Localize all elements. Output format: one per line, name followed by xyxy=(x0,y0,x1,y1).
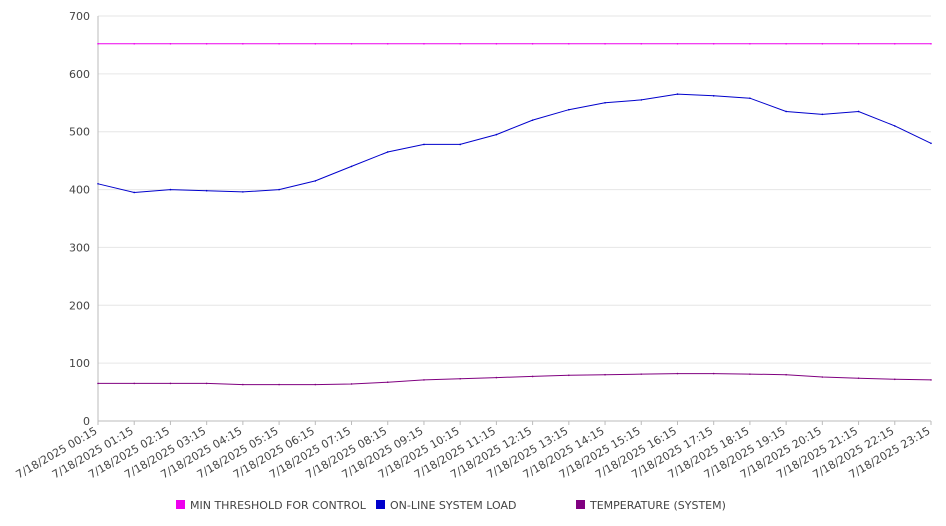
data-point xyxy=(821,113,824,116)
data-point xyxy=(531,42,534,45)
legend-label: TEMPERATURE (SYSTEM) xyxy=(589,499,726,512)
series-line-3 xyxy=(98,373,932,386)
data-point xyxy=(893,42,896,45)
data-point xyxy=(459,377,461,380)
data-point xyxy=(133,191,136,194)
data-point xyxy=(568,108,570,111)
data-point xyxy=(531,375,534,378)
data-point xyxy=(314,42,317,45)
data-point xyxy=(893,378,896,381)
legend-item: MIN THRESHOLD FOR CONTROL xyxy=(176,499,367,512)
data-point xyxy=(893,125,896,127)
data-point xyxy=(821,42,824,45)
data-point xyxy=(749,373,751,375)
legend-item: ON-LINE SYSTEM LOAD xyxy=(376,499,516,512)
axis-layer xyxy=(97,16,931,422)
data-point xyxy=(97,382,99,385)
data-point xyxy=(712,372,715,375)
data-point xyxy=(604,373,606,376)
data-point xyxy=(857,42,860,45)
data-point xyxy=(857,110,860,113)
data-point xyxy=(676,42,679,45)
data-point xyxy=(278,42,280,45)
data-point xyxy=(495,42,498,45)
data-point xyxy=(640,99,643,101)
data-point xyxy=(785,110,787,113)
legend-label: MIN THRESHOLD FOR CONTROL xyxy=(190,499,367,512)
data-point xyxy=(242,383,244,386)
data-point xyxy=(205,382,208,385)
data-point xyxy=(314,383,317,386)
series-layer xyxy=(97,42,932,386)
data-point xyxy=(314,180,317,182)
data-point xyxy=(133,382,136,385)
data-point xyxy=(205,42,208,45)
data-point xyxy=(350,165,353,168)
y-tick-label: 200 xyxy=(69,299,90,312)
data-point xyxy=(205,189,208,192)
x-tick-layer: 7/18/2025 00:157/18/2025 01:157/18/2025 … xyxy=(14,421,933,481)
data-point xyxy=(133,42,136,45)
y-tick-layer: 0 100 200 300 400 500 600 700 xyxy=(69,10,90,428)
data-point xyxy=(386,381,389,384)
data-point xyxy=(676,93,679,95)
y-tick-label: 400 xyxy=(69,184,90,197)
legend-swatch xyxy=(576,500,585,509)
legend-item: TEMPERATURE (SYSTEM) xyxy=(576,499,726,512)
data-point xyxy=(930,379,932,381)
series-line-2 xyxy=(97,93,932,194)
data-point xyxy=(676,372,679,375)
data-point xyxy=(640,373,643,375)
data-point xyxy=(749,42,751,45)
y-tick-label: 100 xyxy=(69,357,90,370)
y-tick-label: 600 xyxy=(69,68,90,81)
data-point xyxy=(169,382,172,385)
data-point xyxy=(568,374,570,377)
data-point xyxy=(640,42,643,45)
data-point xyxy=(97,182,99,185)
data-point xyxy=(568,42,570,45)
grid-layer xyxy=(98,15,931,364)
data-point xyxy=(169,188,172,191)
legend-swatch xyxy=(376,500,385,509)
data-point xyxy=(459,42,461,45)
legend-swatch xyxy=(176,500,185,509)
data-point xyxy=(604,42,606,45)
data-point xyxy=(459,143,461,146)
data-point xyxy=(604,101,606,104)
y-tick-label: 700 xyxy=(69,10,90,23)
data-point xyxy=(242,42,244,45)
data-point xyxy=(386,151,389,153)
data-point xyxy=(386,42,389,45)
data-point xyxy=(169,42,172,45)
y-tick-label: 300 xyxy=(69,241,90,254)
y-tick-label: 500 xyxy=(69,126,90,139)
data-point xyxy=(97,42,99,45)
data-point xyxy=(785,42,787,45)
data-point xyxy=(821,376,824,378)
data-point xyxy=(495,133,498,136)
data-point xyxy=(930,42,932,45)
data-point xyxy=(857,377,860,379)
data-point xyxy=(749,97,751,99)
data-point xyxy=(495,376,498,379)
y-tick-label: 0 xyxy=(83,415,90,428)
data-point xyxy=(712,42,715,45)
data-point xyxy=(785,373,787,376)
data-point xyxy=(278,188,280,191)
data-point xyxy=(423,379,425,381)
data-point xyxy=(423,42,425,45)
data-point xyxy=(242,191,244,193)
legend: MIN THRESHOLD FOR CONTROL ON-LINE SYSTEM … xyxy=(176,499,726,512)
data-point xyxy=(278,383,280,386)
data-point xyxy=(930,142,932,145)
legend-label: ON-LINE SYSTEM LOAD xyxy=(390,499,516,512)
data-point xyxy=(531,119,534,121)
data-point xyxy=(350,42,353,45)
data-point xyxy=(712,95,715,97)
data-point xyxy=(350,383,353,385)
data-point xyxy=(423,143,425,146)
